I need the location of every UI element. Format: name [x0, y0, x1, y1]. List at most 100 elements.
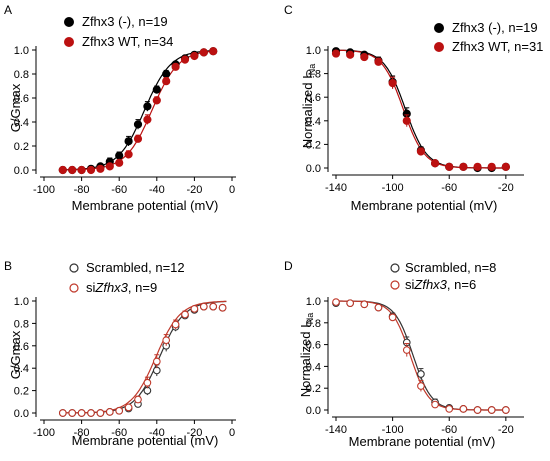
data-point	[190, 304, 199, 313]
y-tick-label: 0.2	[14, 386, 29, 398]
legend-marker-1	[434, 42, 444, 52]
data-point	[331, 49, 341, 58]
y-tick-label: 0.0	[306, 405, 321, 417]
y-axis-label-main: Normalized I	[300, 75, 315, 148]
panel-c-inactivation-chart: C 0.0 0.2 0.4 0.6 0.8 1.0 -140 -100 -60 -20 Membr…	[284, 3, 543, 213]
legend-label-0: Zfhx3 (-), n=19	[452, 20, 538, 35]
x-tick-label: -40	[149, 184, 165, 196]
data-point	[430, 159, 440, 168]
fit-curve-0	[333, 300, 509, 411]
legend-marker-0	[390, 263, 400, 273]
data-point	[105, 408, 114, 416]
y-tick-label: 0.0	[14, 165, 29, 177]
data-point	[68, 165, 77, 175]
legend-text-1: Zfhx3 WT, n=31	[452, 39, 543, 54]
y-tick-label: 1.0	[306, 45, 321, 57]
data-point	[96, 409, 105, 417]
data-point	[487, 162, 496, 171]
data-point	[133, 134, 143, 143]
y-tick-label: 0.0	[306, 163, 321, 175]
legend-entry-0: Zfhx3 (-), n=19	[64, 14, 168, 29]
x-tick-label: -60	[111, 427, 127, 439]
data-point	[152, 85, 161, 94]
legend-entry-0: Zfhx3 (-), n=19	[434, 20, 538, 35]
y-tick-label: 0.8	[14, 69, 29, 81]
series-0	[58, 302, 227, 417]
legend-entry-0: Scrambled, n=12	[69, 260, 185, 275]
data-point	[162, 69, 171, 79]
legend-entry-1: siZfhx3, n=9	[69, 280, 157, 295]
legend-text-1: si	[405, 277, 415, 292]
y-tick-label: 0.8	[306, 318, 321, 330]
data-point	[181, 310, 189, 319]
plot-area: 0.0 0.2 0.4 0.6 0.8 1.0 -100 -80 -60 -40 -20 0	[14, 296, 236, 439]
x-tick-label: -80	[74, 184, 90, 196]
data-point	[346, 299, 355, 308]
y-tick-label: 0.4	[306, 361, 321, 373]
legend-text-suffix-1: , n=9	[128, 280, 157, 295]
data-point	[199, 302, 208, 311]
y-axis-label-main: G/Gmax	[8, 330, 23, 379]
data-point	[417, 382, 425, 390]
y-axis-label-main: Normalized I	[298, 324, 313, 397]
data-point	[68, 409, 77, 417]
legend-text-0: Zfhx3 (-), n=19	[452, 20, 538, 35]
legend-marker-1	[64, 37, 74, 47]
legend-text-1: si	[86, 280, 96, 295]
data-point	[459, 162, 468, 171]
plot-area: 0.0 0.2 0.4 0.6 0.8 1.0 -140 -100 -60 -20	[306, 296, 524, 436]
series-1	[331, 49, 510, 171]
legend-text-italic-1: Zfhx3	[413, 277, 447, 292]
x-tick-label: 0	[229, 184, 235, 196]
data-point	[152, 357, 161, 366]
data-point	[143, 378, 152, 387]
legend-marker-1	[390, 280, 400, 290]
x-tick-label: -100	[33, 184, 55, 196]
y-axis-label-main: G/Gmax	[8, 83, 23, 132]
x-tick-label: -140	[325, 424, 347, 436]
data-point	[77, 165, 86, 175]
x-tick-label: -40	[149, 427, 165, 439]
legend: Zfhx3 (-), n=19 Zfhx3 WT, n=34	[64, 14, 173, 49]
data-point	[58, 409, 67, 417]
series-0	[58, 47, 218, 175]
y-tick-label: 1.0	[14, 296, 29, 308]
legend-marker-1	[69, 283, 79, 293]
data-point	[374, 57, 383, 66]
panel-label: B	[4, 259, 12, 273]
data-point	[402, 116, 411, 125]
data-point	[473, 162, 482, 171]
legend-marker-0	[69, 263, 79, 273]
data-point	[86, 165, 96, 175]
data-point	[96, 164, 105, 173]
data-point	[162, 336, 171, 345]
data-point	[218, 303, 227, 312]
fit-curve-0	[59, 300, 227, 414]
data-point	[124, 150, 133, 159]
panel-label: C	[284, 3, 293, 17]
fit-curve-1	[333, 300, 509, 411]
data-point	[58, 165, 67, 175]
data-point	[473, 406, 482, 414]
y-tick-label: 0.2	[14, 141, 29, 153]
y-tick-label: 0.6	[306, 92, 321, 104]
data-point	[77, 409, 86, 417]
panel-d-inactivation-chart: D 0.0 0.2 0.4 0.6 0.8 1.0 -140 -100 -60 -20 Membr…	[284, 259, 524, 449]
legend-text-0: Scrambled, n=8	[405, 260, 496, 275]
legend-label-0: Scrambled, n=12	[86, 260, 185, 275]
legend-label-1: Zfhx3 WT, n=31	[452, 39, 543, 54]
panel-label: A	[4, 3, 12, 17]
data-point	[199, 48, 208, 57]
data-point	[416, 147, 426, 156]
data-point	[445, 162, 454, 171]
data-point	[431, 400, 439, 409]
legend-label-0: Zfhx3 (-), n=19	[82, 14, 168, 29]
legend-text-0: Scrambled, n=12	[86, 260, 185, 275]
y-axis-label: G/Gmax	[8, 330, 23, 379]
y-axis-label: G/Gmax	[8, 83, 23, 132]
data-point	[180, 55, 190, 64]
x-tick-label: -20	[186, 184, 202, 196]
y-tick-label: 1.0	[14, 45, 29, 57]
legend-label-1: Zfhx3 WT, n=34	[82, 34, 173, 49]
